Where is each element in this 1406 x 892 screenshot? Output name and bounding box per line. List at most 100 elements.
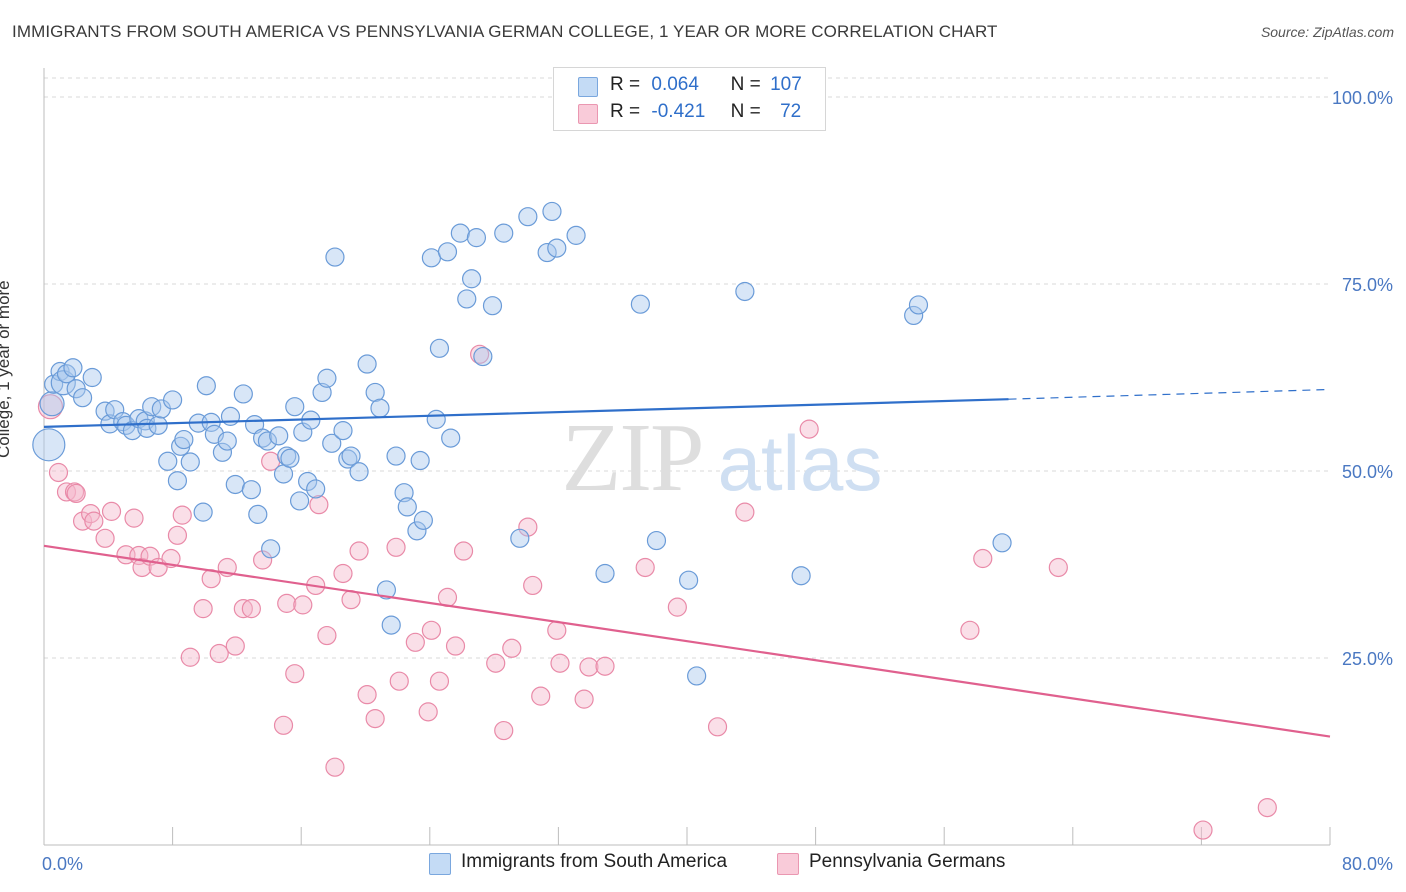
pink-data-point	[445, 636, 466, 656]
pink-data-point	[84, 511, 104, 531]
pink-data-point	[1193, 820, 1213, 840]
blue-data-point	[196, 376, 216, 396]
pink-data-point	[1257, 797, 1277, 818]
pink-data-point	[56, 482, 77, 502]
y-tick-label: 50.0%	[1342, 462, 1393, 482]
blue-data-point	[338, 449, 358, 469]
watermark-zip: ZIP	[562, 404, 703, 512]
pink-data-point	[241, 599, 261, 619]
blue-data-point	[908, 295, 929, 315]
pink-series-points	[37, 344, 1277, 840]
blue-data-point	[180, 452, 200, 472]
pink-data-point	[574, 689, 594, 709]
blue-data-point	[322, 433, 342, 453]
blue-data-point	[473, 346, 493, 367]
blue-data-point	[410, 450, 430, 471]
pink-data-point	[429, 671, 450, 691]
blue-data-point	[298, 471, 318, 492]
pink-data-point	[277, 593, 297, 613]
blue-data-point	[466, 228, 487, 248]
watermark-atlas: atlas	[718, 419, 883, 507]
blue-data-point	[261, 539, 281, 559]
blue-data-point	[285, 397, 305, 417]
blue-data-point	[791, 566, 811, 586]
pink-data-point	[333, 563, 353, 584]
pink-data-point	[225, 636, 245, 656]
pink-data-point	[309, 495, 329, 515]
chart-source: Source: ZipAtlas.com	[1260, 24, 1394, 40]
pink-data-point	[667, 597, 687, 617]
pink-data-point	[66, 483, 86, 504]
blue-data-point	[122, 421, 143, 441]
pink-data-point	[172, 505, 192, 525]
pink-data-point	[386, 537, 406, 557]
pink-data-point	[579, 657, 599, 677]
blue-data-point	[407, 521, 427, 541]
blue-data-point	[510, 528, 530, 548]
legend-n-label: N =	[730, 74, 761, 95]
pink-data-point	[502, 638, 522, 658]
legend-r-value-pink: -0.421	[651, 101, 706, 122]
pink-data-point	[595, 656, 615, 676]
blue-data-point	[32, 428, 66, 462]
blue-data-point	[193, 502, 213, 522]
pink-data-point	[799, 419, 819, 439]
blue-data-point	[225, 474, 245, 495]
legend-r-label: R =	[610, 101, 641, 122]
pink-data-point	[285, 664, 305, 684]
chart-title: IMMIGRANTS FROM SOUTH AMERICA VS PENNSYL…	[12, 22, 998, 41]
blue-data-point	[441, 428, 461, 448]
blue-data-point	[167, 471, 188, 491]
x-tick-label-end: 80.0%	[1342, 854, 1393, 874]
pink-data-point	[95, 528, 115, 548]
blue-data-point	[349, 462, 369, 482]
blue-data-point	[429, 338, 450, 358]
pink-data-point	[180, 647, 200, 667]
blue-data-point	[646, 530, 667, 551]
trend-lines	[43, 388, 1331, 738]
pink-data-point	[72, 511, 93, 531]
pink-data-point	[418, 702, 438, 722]
blue-data-point	[269, 426, 289, 446]
blue-data-point	[457, 289, 477, 309]
blue-data-point	[325, 247, 345, 267]
blue-data-point	[233, 384, 253, 404]
blue-data-point	[482, 296, 503, 316]
pink-data-point	[253, 550, 273, 570]
blue-trend-line	[43, 398, 1009, 428]
blue-data-point	[341, 446, 361, 466]
y-tick-label: 100.0%	[1332, 88, 1393, 108]
blue-data-point	[317, 368, 337, 388]
blue-data-point	[280, 448, 300, 468]
legend-r-value-blue: 0.064	[651, 74, 699, 95]
blue-data-point	[217, 431, 237, 451]
pink-data-point	[635, 557, 655, 578]
blue-data-point	[547, 238, 567, 258]
blue-trend-line-extension	[1008, 388, 1331, 400]
blue-data-point	[63, 358, 83, 378]
pink-data-point	[523, 575, 543, 596]
blue-data-point	[163, 390, 183, 410]
blue-data-point	[566, 225, 586, 245]
correlation-legend: R = 0.064 N = 107 R = -0.421 N = 72	[553, 67, 826, 131]
y-axis-label: College, 1 year or more	[0, 280, 13, 458]
blue-data-point	[289, 491, 310, 511]
pink-data-point	[494, 720, 514, 741]
pink-data-point	[421, 620, 442, 640]
pink-data-point	[1048, 557, 1068, 578]
blue-data-point	[450, 223, 470, 243]
pink-data-point	[960, 620, 980, 640]
blue-data-point	[39, 391, 65, 417]
pink-data-point	[470, 344, 490, 364]
legend-swatch-blue	[578, 77, 598, 97]
pink-data-point	[167, 525, 188, 545]
pink-data-point	[453, 541, 474, 561]
bottom-legend-label-blue: Immigrants from South America	[461, 851, 728, 872]
blue-data-point	[437, 242, 458, 262]
blue-data-point	[494, 223, 514, 243]
blue-data-point	[376, 580, 396, 600]
pink-data-point	[209, 643, 229, 664]
pink-data-point	[124, 508, 144, 528]
pink-trend-line	[43, 544, 1331, 738]
